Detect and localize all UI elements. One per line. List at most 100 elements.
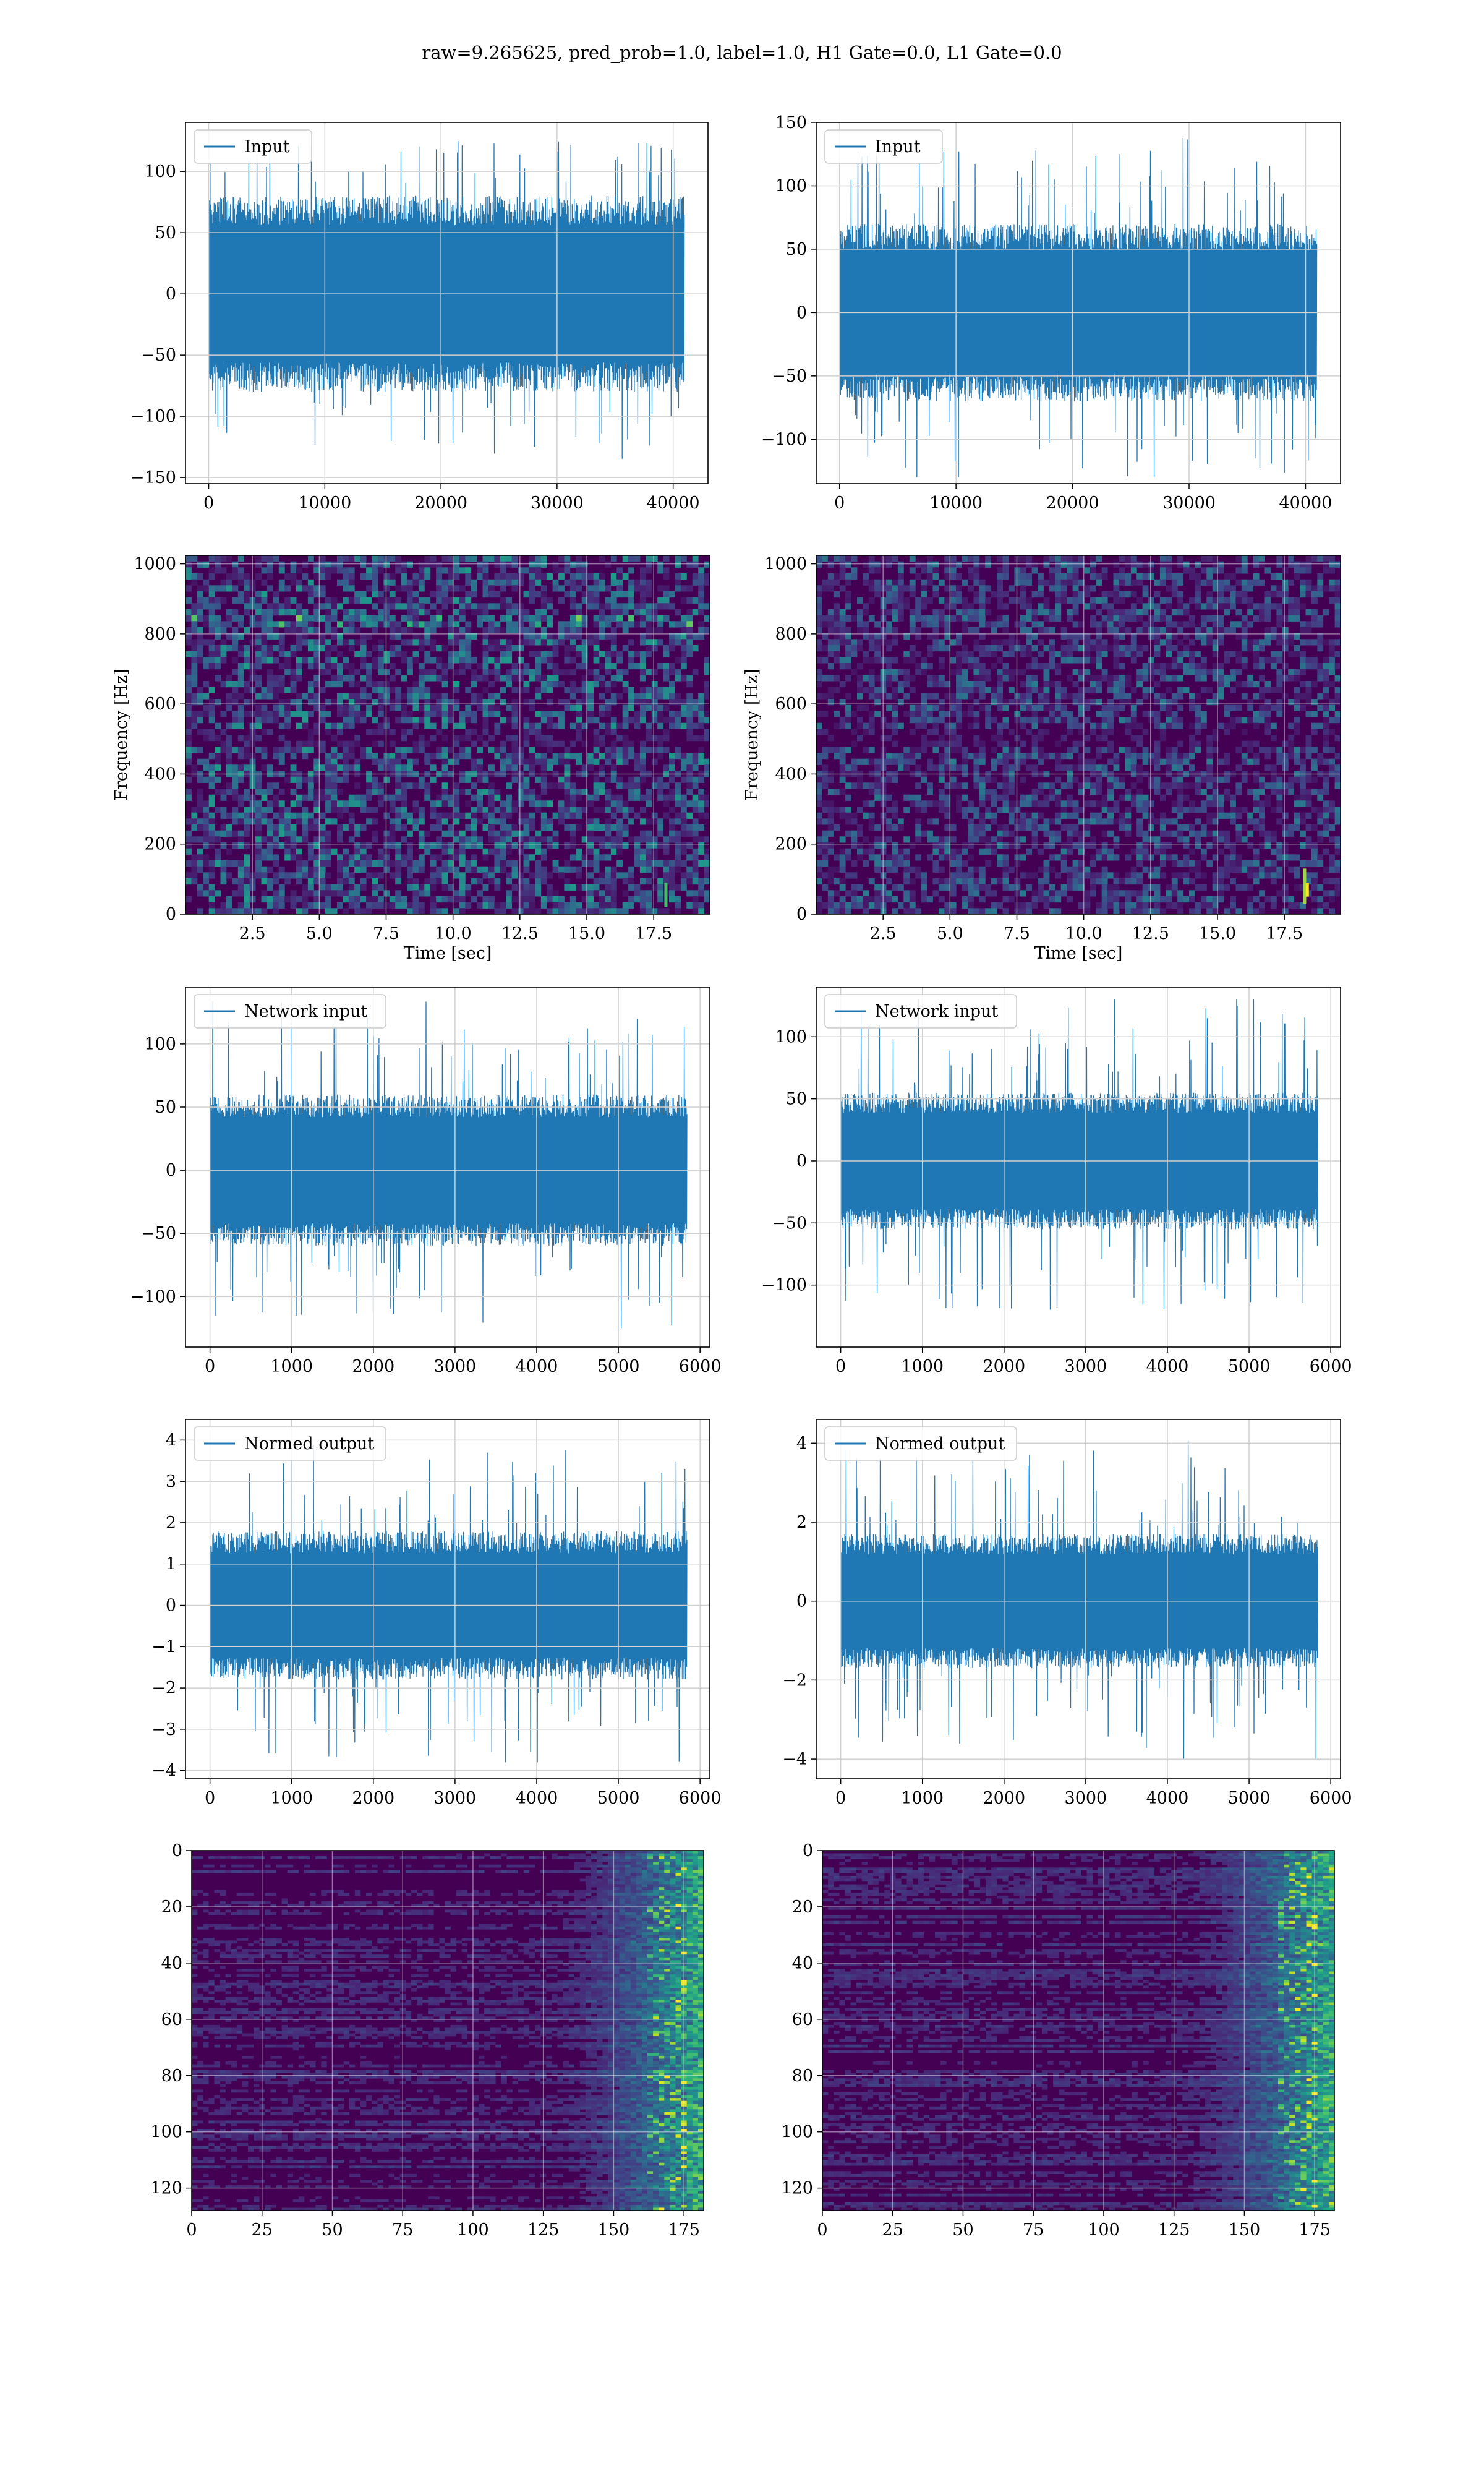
spec-l1-cell — [1049, 711, 1055, 717]
spec-h1-cell — [302, 633, 309, 640]
spec-h1-cell — [215, 836, 221, 843]
spec-l1-cell — [827, 771, 834, 777]
spec-h1-cell — [453, 753, 460, 760]
spec-h1-cell — [307, 663, 314, 670]
spec-l1-cell — [874, 651, 881, 657]
spec-h1-cell — [482, 645, 489, 652]
spec-h1-cell — [284, 896, 291, 903]
spec-h1-cell — [587, 764, 594, 771]
spec-h1-cell — [331, 675, 338, 682]
spec-h1-cell — [302, 908, 309, 914]
spec-l1-cell — [857, 807, 863, 813]
spec-l1-cell — [1072, 717, 1079, 724]
spec-h1-cell — [569, 902, 576, 909]
spec-h1-cell — [552, 771, 559, 777]
spec-l1-cell — [892, 591, 898, 598]
spec-l1-cell — [1020, 573, 1026, 580]
spec-h1-cell — [576, 609, 582, 616]
spec-h1-cell — [401, 807, 407, 813]
spec-h1-cell — [232, 878, 239, 885]
spec-h1-cell — [418, 776, 425, 783]
spec-h1-cell — [418, 860, 425, 867]
spec-l1-cell — [1049, 854, 1055, 861]
spec-h1-cell — [313, 639, 320, 646]
spec-h1-cell — [639, 807, 646, 813]
spec-h1-cell — [518, 872, 524, 879]
spec-l1-cell — [973, 890, 980, 897]
spec-h1-cell — [529, 573, 535, 580]
spec-h1-cell — [698, 824, 705, 831]
spec-h1-cell — [366, 771, 372, 777]
spec-h1-cell — [646, 818, 652, 825]
spec-l1-cell — [1055, 687, 1062, 693]
spec-h1-cell — [686, 866, 693, 873]
spec-l1-cell — [863, 561, 869, 568]
spec-h1-cell — [383, 758, 390, 765]
spec-h1-cell — [307, 645, 314, 652]
spec-h1-cell — [407, 585, 413, 592]
spec-l1-cell — [1002, 663, 1009, 670]
spec-l1-cell — [1072, 597, 1079, 604]
spec-l1-cell — [1014, 639, 1021, 646]
spec-l1-cell — [915, 561, 922, 568]
spec-h1-cell — [616, 615, 623, 622]
spec-h1-cell — [430, 657, 437, 664]
spec-h1-cell — [412, 902, 419, 909]
spec-h1-cell — [325, 842, 331, 849]
spec-l1-cell — [944, 878, 951, 885]
spec-h1-cell — [244, 603, 250, 610]
spec-l1-cell — [857, 722, 863, 729]
spec-l1-cell — [1031, 681, 1038, 688]
spec-h1-cell — [500, 699, 506, 706]
spec-h1-cell — [232, 567, 239, 574]
spec-l1-cell — [956, 704, 962, 711]
spec-h1-cell — [675, 908, 681, 914]
spec-l1-cell — [1020, 681, 1026, 688]
spec-h1-cell — [675, 812, 681, 819]
spec-h1-cell — [186, 836, 192, 843]
spec-h1-cell — [273, 711, 279, 717]
spec-h1-cell — [186, 842, 192, 849]
spec-h1-cell — [500, 597, 506, 604]
spec-h1-cell — [459, 735, 466, 742]
spec-l1-cell — [921, 776, 927, 783]
spec-h1-cell — [249, 675, 256, 682]
spec-h1-cell — [360, 842, 367, 849]
spec-h1-cell — [372, 591, 378, 598]
spec-l1-cell — [827, 812, 834, 819]
spec-l1-cell — [1002, 776, 1009, 783]
spec-l1-cell — [1084, 591, 1091, 598]
spec-h1-cell — [605, 842, 612, 849]
spec-l1-cell — [932, 890, 939, 897]
spec-l1-cell — [932, 627, 939, 634]
spec-h1-cell — [511, 824, 518, 831]
spec-h1-cell — [441, 771, 448, 777]
spec-l1-cell — [816, 836, 822, 843]
spec-h1-cell — [494, 621, 501, 628]
spec-l1-cell — [991, 651, 997, 657]
spec-h1-cell — [453, 735, 460, 742]
spec-h1-cell — [255, 615, 262, 622]
spec-l1-cell — [880, 615, 887, 622]
spec-h1-cell — [377, 729, 384, 735]
spec-h1-cell — [488, 848, 495, 855]
spec-l1-cell — [932, 561, 939, 568]
spec-h1-cell — [593, 866, 600, 873]
spec-h1-cell — [587, 633, 594, 640]
spec-l1-cell — [927, 789, 933, 795]
spec-h1-cell — [313, 758, 320, 765]
spec-l1-cell — [1008, 645, 1015, 652]
spec-h1-cell — [523, 884, 530, 891]
spec-h1-cell — [547, 908, 553, 914]
spec-h1-cell — [680, 860, 687, 867]
spec-h1-cell — [540, 848, 547, 855]
spec-h1-cell — [610, 627, 617, 634]
spec-l1-cell — [1078, 758, 1085, 765]
spec-h1-cell — [430, 884, 437, 891]
spec-h1-cell — [482, 812, 489, 819]
spec-h1-cell — [331, 758, 338, 765]
spec-h1-cell — [313, 729, 320, 735]
spec-h1-cell — [610, 603, 617, 610]
spec-h1-cell — [319, 704, 326, 711]
spec-h1-cell — [482, 740, 489, 747]
